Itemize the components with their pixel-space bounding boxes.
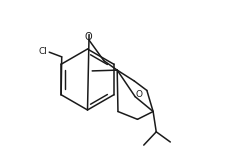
Text: Cl: Cl xyxy=(38,47,47,56)
Text: O: O xyxy=(84,32,92,42)
Text: O: O xyxy=(135,90,142,99)
